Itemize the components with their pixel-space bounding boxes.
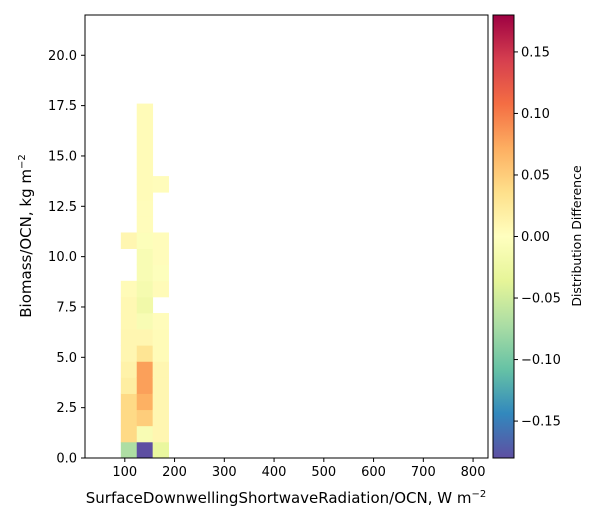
heatmap-cell <box>136 168 154 185</box>
colorbar-tick-label: 0.10 <box>521 107 550 122</box>
x-axis-ticks: 100 200 300 400 500 600 700 800 <box>112 458 485 480</box>
heatmap-cell <box>136 119 154 137</box>
heatmap-cell <box>120 280 138 298</box>
heatmap-cell <box>120 232 138 249</box>
heatmap-cells <box>120 103 169 458</box>
heatmap-cell <box>136 393 154 411</box>
heatmap-cell <box>136 441 154 458</box>
colorbar-ticks: −0.15 −0.10 −0.05 0.00 0.05 0.10 0.15 <box>514 45 561 430</box>
x-axis-label: SurfaceDownwellingShortwaveRadiation/OCN… <box>86 489 486 507</box>
colorbar-tick-label: −0.15 <box>521 415 561 430</box>
y-tick-label: 10.0 <box>48 250 77 265</box>
heatmap-cell <box>136 232 154 249</box>
heatmap-cell <box>152 409 169 427</box>
x-tick-label: 400 <box>262 465 287 480</box>
colorbar-tick-label: 0.00 <box>521 230 550 245</box>
y-tick-label: 20.0 <box>48 49 77 64</box>
y-tick-label: 0.0 <box>56 452 77 467</box>
heatmap-cell <box>120 345 138 362</box>
heatmap-cell <box>136 184 154 201</box>
x-tick-label: 200 <box>162 465 187 480</box>
heatmap-cell <box>136 248 154 266</box>
heatmap-cell <box>120 409 138 427</box>
heatmap-cell <box>136 345 154 362</box>
heatmap-cell <box>136 425 154 443</box>
heatmap-cell <box>136 103 154 121</box>
heatmap-cell <box>120 361 138 378</box>
plot-frame <box>84 14 489 459</box>
x-tick-label: 600 <box>361 465 386 480</box>
heatmap-cell <box>136 313 154 330</box>
heatmap-cell <box>120 313 138 330</box>
colorbar-tick-label: 0.05 <box>521 168 550 183</box>
heatmap-cell <box>152 345 169 362</box>
colorbar-label: Distribution Difference <box>569 165 584 307</box>
x-tick-label: 300 <box>212 465 237 480</box>
y-tick-label: 2.5 <box>56 401 77 416</box>
heatmap-cell <box>136 329 154 346</box>
heatmap-cell <box>136 200 154 217</box>
heatmap-cell <box>152 280 169 298</box>
heatmap-cell <box>136 264 154 282</box>
heatmap-cell <box>136 409 154 427</box>
heatmap-cell <box>152 361 169 378</box>
heatmap-cell <box>152 393 169 411</box>
y-tick-label: 7.5 <box>56 300 77 315</box>
heatmap-cell <box>152 377 169 394</box>
x-tick-label: 500 <box>311 465 336 480</box>
heatmap-cell <box>120 329 138 346</box>
heatmap-cell <box>136 377 154 394</box>
y-tick-label: 12.5 <box>48 200 77 215</box>
colorbar <box>492 14 515 459</box>
heatmap-cell <box>136 151 154 169</box>
heatmap-cell <box>152 441 169 458</box>
heatmap-cell <box>120 441 138 458</box>
heatmap-cell <box>152 248 169 266</box>
heatmap-cell <box>152 313 169 330</box>
heatmap-cell <box>120 425 138 443</box>
colorbar-tick-label: −0.05 <box>521 292 561 307</box>
heatmap-cell <box>120 296 138 314</box>
colorbar-tick-label: 0.15 <box>521 45 550 60</box>
heatmap-cell <box>136 280 154 298</box>
heatmap-cell <box>152 425 169 443</box>
heatmap-cell <box>136 296 154 314</box>
heatmap-cell <box>152 329 169 346</box>
y-tick-label: 17.5 <box>48 99 77 114</box>
x-tick-label: 700 <box>411 465 436 480</box>
heatmap-cell <box>152 232 169 249</box>
heatmap-cell <box>152 264 169 282</box>
colorbar-tick-label: −0.10 <box>521 353 561 368</box>
heatmap-cell <box>152 176 169 193</box>
heatmap-cell <box>136 361 154 378</box>
heatmap-cell <box>136 216 154 233</box>
heatmap-cell <box>120 377 138 394</box>
heatmap-cell <box>136 135 154 153</box>
y-axis-ticks: 0.0 2.5 5.0 7.5 10.0 12.5 15.0 17.5 20.0 <box>48 49 85 467</box>
y-tick-label: 5.0 <box>56 351 77 366</box>
y-axis-label: Biomass/OCN, kg m−2 <box>17 154 35 318</box>
x-tick-label: 100 <box>112 465 137 480</box>
y-tick-label: 15.0 <box>48 149 77 164</box>
heatmap-cell <box>120 393 138 411</box>
x-tick-label: 800 <box>461 465 486 480</box>
